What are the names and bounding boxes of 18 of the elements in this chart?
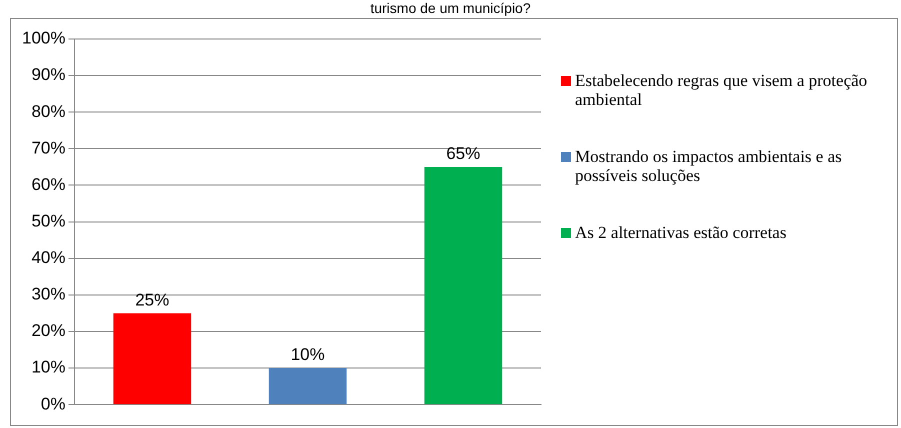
legend-label: Estabelecendo regras que visem a proteção ambiental <box>575 71 868 109</box>
y-tick-label: 90% <box>31 65 66 84</box>
y-tick-label: 100% <box>22 28 66 48</box>
y-tick-label: 50% <box>31 211 66 230</box>
y-tick-label: 70% <box>31 138 66 158</box>
y-tick-label: 20% <box>31 321 66 340</box>
y-tick-label: 40% <box>31 248 66 268</box>
y-tick-label: 80% <box>31 102 66 121</box>
data-label: 10% <box>290 345 325 364</box>
y-tick-label: 10% <box>31 358 66 377</box>
data-label: 65% <box>446 144 480 164</box>
chart-title: turismo de um município? <box>369 0 532 16</box>
data-label: 25% <box>135 290 170 310</box>
legend-label: As 2 alternativas estão corretas <box>575 223 786 242</box>
y-tick-label: 30% <box>31 284 66 304</box>
legend-label: Mostrando os impactos ambientais e as possíveis soluções <box>575 147 842 185</box>
y-tick-label: 0% <box>40 394 66 414</box>
y-tick-label: 60% <box>31 174 66 194</box>
